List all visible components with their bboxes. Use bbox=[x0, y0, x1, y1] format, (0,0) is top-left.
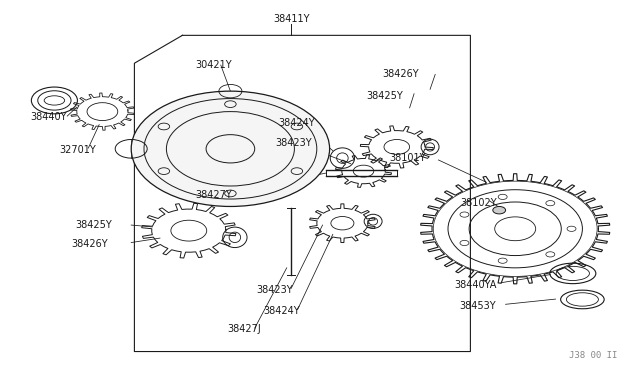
Text: 38427J: 38427J bbox=[227, 324, 261, 334]
Text: 38440Y: 38440Y bbox=[31, 112, 67, 122]
Text: 38101Y: 38101Y bbox=[389, 153, 426, 163]
Text: 38425Y: 38425Y bbox=[366, 91, 403, 101]
Text: 38424Y: 38424Y bbox=[264, 306, 300, 315]
Text: 38423Y: 38423Y bbox=[275, 138, 312, 148]
Text: 38425Y: 38425Y bbox=[76, 220, 112, 230]
Text: 38427Y: 38427Y bbox=[195, 190, 232, 200]
Text: 38424Y: 38424Y bbox=[278, 118, 315, 128]
Text: J38 00 II: J38 00 II bbox=[569, 351, 618, 360]
Text: 38423Y: 38423Y bbox=[256, 285, 292, 295]
Text: 38411Y: 38411Y bbox=[273, 14, 310, 24]
Circle shape bbox=[131, 91, 330, 206]
Text: 38426Y: 38426Y bbox=[383, 70, 419, 79]
Text: 32701Y: 32701Y bbox=[59, 145, 95, 154]
Text: 38453Y: 38453Y bbox=[460, 301, 496, 311]
Text: 38440YA: 38440YA bbox=[454, 280, 497, 289]
Circle shape bbox=[493, 206, 506, 214]
Text: 38102Y: 38102Y bbox=[461, 198, 497, 208]
Text: 38426Y: 38426Y bbox=[72, 239, 108, 248]
Text: 30421Y: 30421Y bbox=[195, 60, 232, 70]
